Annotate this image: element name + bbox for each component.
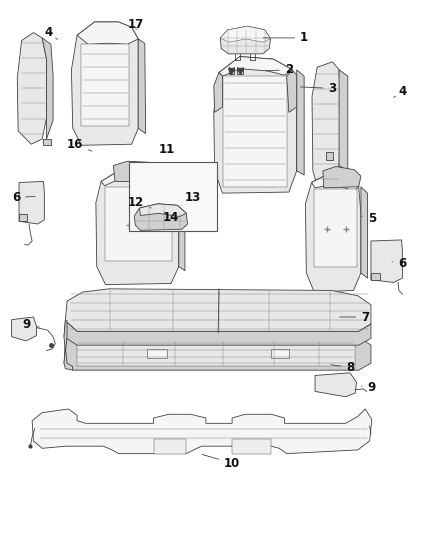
Text: 4: 4 [45, 26, 57, 39]
Polygon shape [220, 26, 271, 42]
Polygon shape [64, 321, 67, 353]
Polygon shape [214, 72, 223, 112]
Polygon shape [17, 33, 46, 144]
Polygon shape [371, 273, 380, 280]
Polygon shape [96, 171, 179, 285]
Text: 12: 12 [128, 196, 151, 209]
Polygon shape [138, 39, 146, 134]
Polygon shape [64, 321, 371, 345]
Text: 9: 9 [361, 381, 376, 394]
Bar [130, 162, 217, 231]
Polygon shape [220, 26, 271, 54]
Text: 2: 2 [265, 63, 293, 76]
Text: 9: 9 [23, 319, 39, 332]
Polygon shape [77, 22, 138, 44]
Polygon shape [64, 337, 371, 370]
Text: 6: 6 [12, 191, 35, 204]
Polygon shape [101, 171, 175, 185]
Polygon shape [43, 139, 51, 146]
Polygon shape [326, 152, 333, 160]
Polygon shape [12, 317, 36, 341]
Polygon shape [19, 181, 44, 224]
Polygon shape [134, 204, 187, 230]
Polygon shape [287, 70, 297, 112]
Polygon shape [339, 70, 348, 171]
Polygon shape [314, 189, 357, 266]
Polygon shape [323, 166, 361, 188]
Polygon shape [371, 240, 403, 282]
Text: 13: 13 [182, 191, 201, 205]
Text: 1: 1 [263, 31, 308, 44]
Polygon shape [64, 348, 73, 370]
Polygon shape [65, 289, 371, 332]
Polygon shape [297, 70, 304, 175]
Polygon shape [113, 161, 163, 181]
Text: 5: 5 [361, 212, 376, 225]
Text: 14: 14 [163, 211, 179, 223]
Polygon shape [219, 56, 292, 76]
Polygon shape [140, 204, 186, 216]
Text: 4: 4 [394, 85, 406, 98]
Text: 6: 6 [392, 257, 406, 270]
Polygon shape [179, 181, 185, 271]
Text: 17: 17 [128, 18, 144, 31]
Text: 7: 7 [339, 311, 369, 324]
Text: 8: 8 [331, 361, 354, 374]
Polygon shape [71, 22, 138, 146]
Polygon shape [77, 341, 355, 367]
Polygon shape [311, 173, 359, 191]
Polygon shape [315, 373, 357, 397]
Text: 11: 11 [159, 143, 175, 156]
Polygon shape [153, 439, 186, 454]
Polygon shape [305, 173, 361, 292]
Polygon shape [312, 62, 340, 185]
Polygon shape [361, 187, 367, 278]
Polygon shape [32, 409, 372, 454]
Polygon shape [42, 38, 53, 139]
Polygon shape [105, 187, 172, 261]
Text: 10: 10 [202, 455, 240, 470]
Polygon shape [223, 76, 287, 187]
Polygon shape [81, 44, 130, 126]
Polygon shape [19, 214, 27, 221]
Text: 16: 16 [67, 138, 92, 151]
Polygon shape [214, 56, 297, 193]
Polygon shape [232, 439, 271, 454]
Text: 3: 3 [300, 82, 336, 95]
Polygon shape [147, 349, 166, 358]
Polygon shape [271, 349, 289, 358]
